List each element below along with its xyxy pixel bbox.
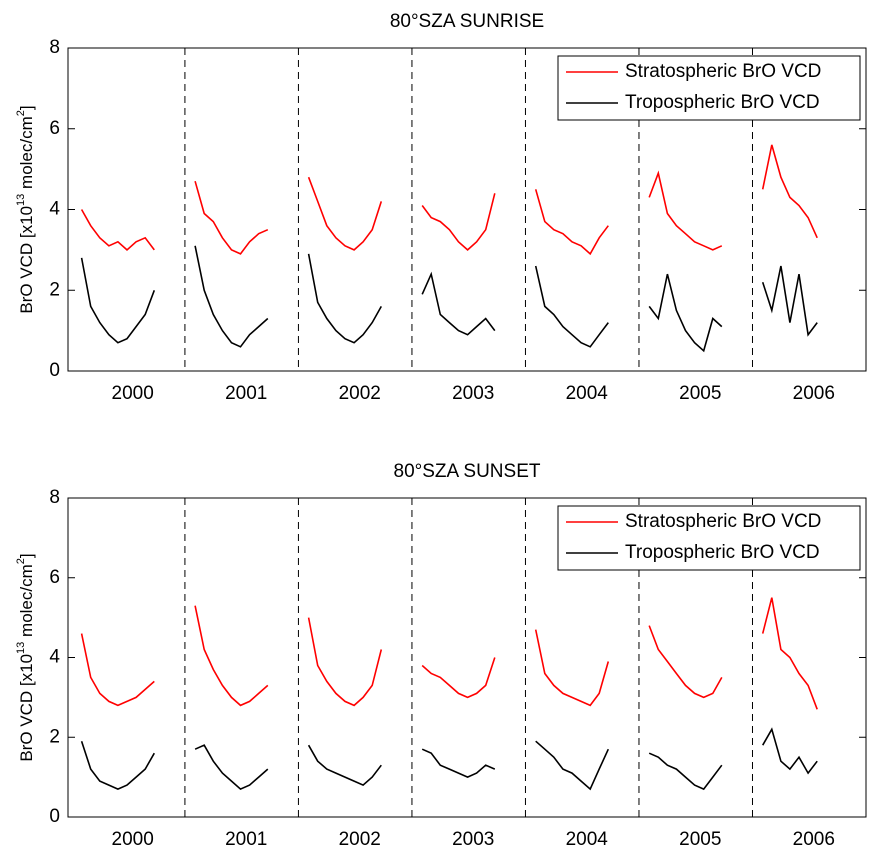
y-tick-label: 6 <box>49 118 60 139</box>
legend-box <box>557 505 861 571</box>
legend-box <box>557 55 861 121</box>
y-tick-label: 4 <box>49 199 60 220</box>
x-tick-label: 2004 <box>566 383 609 404</box>
x-tick-label: 2002 <box>339 383 381 404</box>
y-axis-label-part: ] <box>17 105 36 110</box>
y-axis-label-part: molec/cm <box>17 116 36 193</box>
y-axis-label-part: ] <box>17 553 36 558</box>
series-line <box>80 727 818 791</box>
y-axis-label-part: molec/cm <box>17 564 36 641</box>
y-tick-label: 8 <box>49 37 60 58</box>
x-tick-label: 2002 <box>339 829 381 848</box>
y-axis-label: BrO VCD [x1013 molec/cm2] <box>15 105 37 313</box>
x-tick-label: 2000 <box>112 383 154 404</box>
series-line <box>80 245 818 353</box>
y-axis-label-part: 2 <box>15 110 27 116</box>
x-tick-label: 2000 <box>112 829 154 848</box>
y-axis-label-part: BrO VCD [x10 <box>17 206 36 314</box>
x-tick-label: 2006 <box>793 383 835 404</box>
y-axis-label-part: 2 <box>15 558 27 564</box>
x-tick-label: 2004 <box>566 829 609 848</box>
legend-label: Stratospheric BrO VCD <box>625 61 821 82</box>
chart-title: 80°SZA SUNSET <box>394 461 541 482</box>
y-axis-label-part: 13 <box>15 194 27 206</box>
y-tick-label: 2 <box>49 279 60 300</box>
legend-label: Tropospheric BrO VCD <box>625 542 820 563</box>
chart-title: 80°SZA SUNRISE <box>390 11 544 32</box>
y-tick-label: 0 <box>49 360 60 381</box>
y-tick-label: 6 <box>49 567 60 588</box>
y-tick-label: 4 <box>49 647 60 668</box>
y-tick-label: 8 <box>49 487 60 508</box>
x-tick-label: 2005 <box>679 829 721 848</box>
x-tick-label: 2005 <box>679 383 721 404</box>
x-tick-label: 2001 <box>225 383 267 404</box>
y-axis-label-part: 13 <box>15 642 27 654</box>
y-axis-label: BrO VCD [x1013 molec/cm2] <box>15 553 37 761</box>
x-tick-label: 2003 <box>452 829 494 848</box>
x-tick-label: 2006 <box>793 829 835 848</box>
y-tick-label: 2 <box>49 726 60 747</box>
plot-frame <box>67 47 867 372</box>
y-axis-label-part: BrO VCD [x10 <box>17 654 36 762</box>
x-tick-label: 2001 <box>225 829 267 848</box>
x-tick-label: 2003 <box>452 383 494 404</box>
series-line <box>80 597 818 710</box>
plot-frame <box>67 497 867 818</box>
legend-label: Tropospheric BrO VCD <box>625 92 820 113</box>
legend-label: Stratospheric BrO VCD <box>625 511 821 532</box>
series-line <box>80 144 818 256</box>
y-tick-label: 0 <box>49 806 60 827</box>
